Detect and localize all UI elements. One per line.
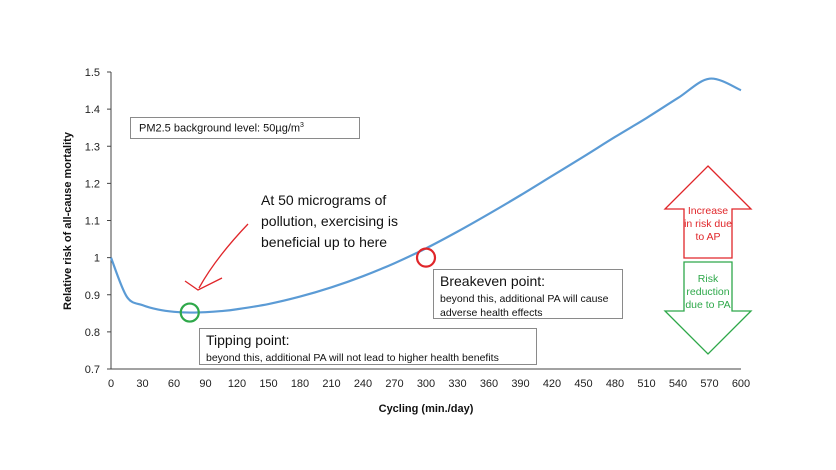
- y-tick-label: 1.5: [85, 67, 100, 79]
- y-tick-label: 1.3: [85, 141, 100, 153]
- y-tick-label: 1.2: [85, 178, 100, 190]
- x-tick-label: 480: [606, 378, 624, 390]
- y-tick-label: 0.9: [85, 290, 100, 302]
- x-tick-label: 180: [291, 378, 309, 390]
- x-tick-label: 510: [637, 378, 655, 390]
- x-tick-label: 360: [480, 378, 498, 390]
- x-tick-label: 210: [322, 378, 340, 390]
- tipping-text: beyond this, additional PA will not lead…: [206, 352, 499, 364]
- background-level-box: PM2.5 background level: 50µg/m3: [130, 117, 360, 139]
- x-tick-label: 390: [511, 378, 529, 390]
- breakeven-title: Breakeven point:: [440, 273, 546, 289]
- background-level-text: PM2.5 background level: 50µg/m: [139, 122, 301, 135]
- tipping-title: Tipping point:: [206, 332, 290, 348]
- y-tick-label: 1.1: [85, 216, 100, 228]
- risk-curve: [109, 77, 742, 314]
- pollution-note: At 50 micrograms of pollution, exercisin…: [261, 190, 429, 253]
- y-tick-label: 1.4: [85, 104, 100, 116]
- y-tick-label: 0.8: [85, 327, 100, 339]
- reduction-arrow-shape: [663, 261, 753, 355]
- x-tick-label: 30: [136, 378, 148, 390]
- tipping-box: Tipping point: beyond this, additional P…: [199, 328, 537, 365]
- pointer-arrowhead: [184, 277, 223, 291]
- x-tick-label: 540: [669, 378, 687, 390]
- x-tick-label: 420: [543, 378, 561, 390]
- x-tick-label: 0: [108, 378, 114, 390]
- x-tick-label: 450: [574, 378, 592, 390]
- increase-label: Increase in risk due to AP: [684, 205, 732, 243]
- breakeven-text: beyond this, additional PA will cause ad…: [440, 293, 609, 319]
- x-tick-label: 90: [199, 378, 211, 390]
- background-level-sup: 3: [300, 122, 304, 129]
- increase-arrow-shape: [663, 165, 753, 259]
- x-axis-label: Cycling (min./day): [379, 403, 474, 415]
- x-tick-label: 300: [417, 378, 435, 390]
- reduction-label: Risk reduction due to PA: [685, 273, 731, 311]
- x-tick-label: 240: [354, 378, 372, 390]
- breakeven-point-marker: [415, 247, 437, 268]
- x-tick-label: 270: [385, 378, 403, 390]
- y-tick-label: 0.7: [85, 364, 100, 376]
- tick-labels: 0.7 0.8 0.9 1 1.1 1.2 1.3 1.4 1.5 0 30 60 90 120 150 18…: [85, 67, 750, 390]
- x-tick-label: 600: [732, 378, 750, 390]
- y-axis-label: Relative risk of all-cause mortality: [62, 131, 74, 310]
- x-tick-label: 120: [228, 378, 246, 390]
- pollution-note-text: At 50 micrograms of pollution, exercisin…: [261, 192, 398, 250]
- axes: [107, 71, 741, 370]
- x-tick-label: 330: [448, 378, 466, 390]
- x-tick-label: 570: [700, 378, 718, 390]
- pointer-arrow: [198, 223, 249, 289]
- point-markers: [179, 247, 437, 323]
- x-tick-label: 60: [168, 378, 180, 390]
- y-tick-label: 1: [94, 253, 100, 265]
- x-tick-label: 150: [259, 378, 277, 390]
- tipping-point-marker: [179, 302, 200, 323]
- breakeven-box: Breakeven point: beyond this, additional…: [433, 269, 623, 319]
